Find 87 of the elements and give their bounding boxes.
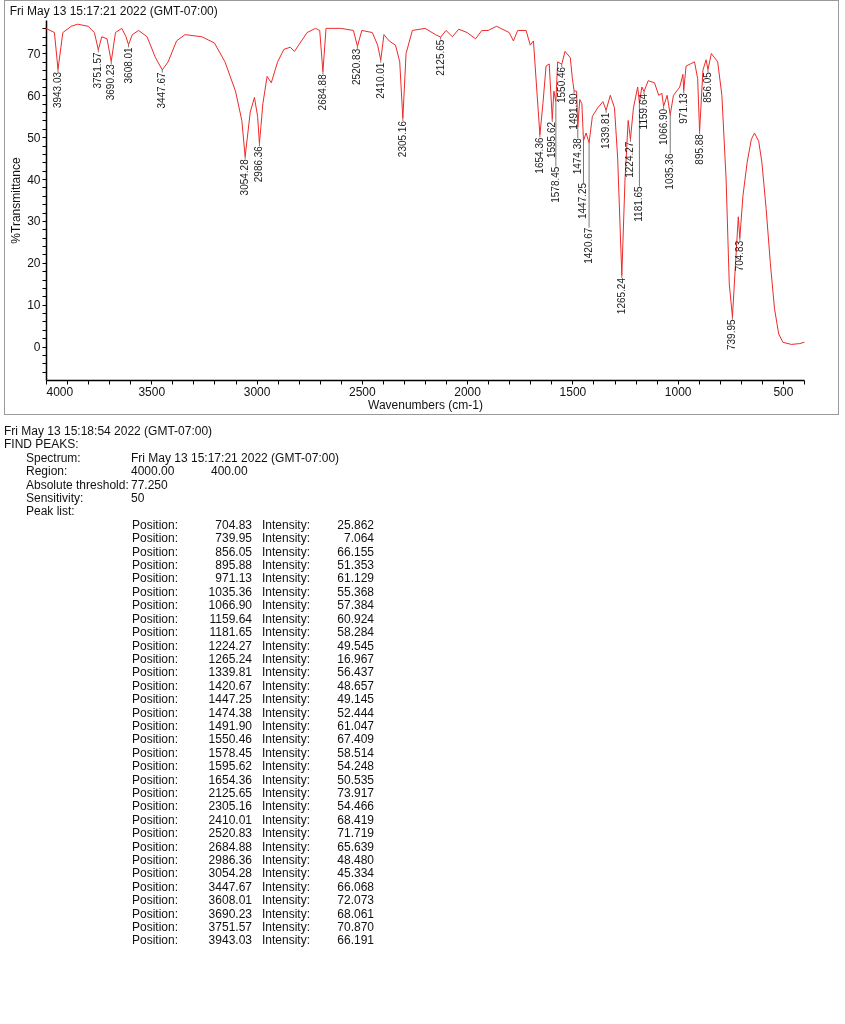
text: FIND PEAKS: — [4, 437, 80, 452]
text: Position: 2684.88 Intensity: 65.639 — [132, 839, 374, 854]
annotation: 3608.01 — [122, 46, 134, 84]
text: Position: 856.05 Intensity: 66.155 — [132, 544, 374, 559]
annotation: 3054.28 — [239, 158, 251, 196]
y-tick-label: 60 — [27, 88, 41, 103]
x-tick-label: 1500 — [559, 384, 587, 399]
annotation: 1066.90 — [657, 108, 669, 145]
annotation: 3943.03 — [52, 71, 63, 109]
text: Position: 704.83 Intensity: 25.862 — [132, 517, 374, 532]
text: Position: 895.88 Intensity: 51.353 — [132, 558, 374, 573]
text: Peak list: — [26, 504, 75, 519]
x-tick-label: 3000 — [243, 384, 271, 399]
annotation: 1339.81 — [600, 112, 612, 149]
annotation: 895.88 — [693, 133, 705, 165]
x-tick-label: 1000 — [664, 384, 692, 399]
text: Position: 1420.67 Intensity: 48.657 — [132, 678, 374, 693]
annotation: 2305.16 — [396, 120, 408, 158]
annotation: 1654.36 — [533, 137, 545, 174]
text: Position: 3608.01 Intensity: 72.073 — [132, 893, 374, 908]
text: Position: 1339.81 Intensity: 56.437 — [132, 665, 374, 680]
annotation: 2520.83 — [351, 48, 363, 85]
annotation: 856.05 — [701, 71, 713, 103]
annotation: 1159.64 — [638, 93, 650, 130]
y-tick-label: 20 — [27, 256, 41, 271]
text: Position: 1595.62 Intensity: 54.248 — [132, 759, 374, 774]
annotation: 1578.45 — [549, 166, 561, 203]
text: Position: 1066.90 Intensity: 57.384 — [132, 598, 374, 613]
y-tick-label: 10 — [27, 298, 41, 313]
text: Position: 3447.67 Intensity: 66.068 — [132, 879, 374, 894]
annotation: 739.95 — [726, 319, 738, 351]
text: Position: 3054.28 Intensity: 45.334 — [132, 866, 374, 881]
x-tick-label: 2500 — [348, 384, 376, 399]
text: Sensitivity: 50 — [26, 491, 145, 506]
text: Position: 739.95 Intensity: 7.064 — [132, 531, 374, 546]
x-tick-label: 500 — [773, 384, 794, 399]
text: Position: 1550.46 Intensity: 67.409 — [132, 732, 374, 747]
text: Position: 1181.65 Intensity: 58.284 — [132, 625, 374, 640]
text: Position: 2520.83 Intensity: 71.719 — [132, 826, 374, 841]
y-tick-label: 0 — [33, 340, 41, 355]
y-tick-label: 30 — [27, 214, 41, 229]
annotation: 1035.36 — [664, 153, 676, 190]
x-tick-label: 3500 — [138, 384, 166, 399]
text: Position: 2305.16 Intensity: 54.466 — [132, 799, 374, 814]
text: Position: 2410.01 Intensity: 68.419 — [132, 812, 374, 827]
annotation: 704.83 — [733, 240, 745, 272]
y-tick-label: 50 — [27, 130, 41, 145]
annotation: 3447.67 — [156, 72, 168, 109]
text: Position: 1578.45 Intensity: 58.514 — [132, 745, 374, 760]
annotation: 3690.23 — [105, 63, 117, 101]
annotation: 971.13 — [677, 92, 689, 124]
text: Position: 1159.64 Intensity: 60.924 — [132, 611, 374, 626]
text: Position: 2986.36 Intensity: 48.480 — [132, 853, 374, 867]
text: Position: 1654.36 Intensity: 50.535 — [132, 772, 374, 787]
text: Fri May 13 15:18:54 2022 (GMT-07:00) — [4, 424, 214, 439]
y-axis-title: %Transmittance — [9, 157, 24, 244]
text: Position: 3943.03 Intensity: 66.191 — [132, 933, 374, 948]
text: Position: 1224.27 Intensity: 49.545 — [132, 638, 374, 653]
annotation: 2125.65 — [434, 39, 446, 76]
text: Position: 971.13 Intensity: 61.129 — [132, 571, 374, 586]
annotation: 1474.38 — [571, 137, 583, 175]
text: Position: 1035.36 Intensity: 55.368 — [132, 584, 374, 599]
annotation: 2986.36 — [253, 145, 265, 183]
annotation: 1224.27 — [624, 141, 636, 178]
annotation: 1550.46 — [555, 66, 567, 103]
text: Position: 3690.23 Intensity: 68.061 — [132, 906, 374, 921]
text: Position: 1447.25 Intensity: 49.145 — [132, 692, 374, 707]
annotation: 2684.88 — [316, 73, 328, 111]
x-tick-label: 2000 — [454, 384, 482, 399]
annotation: 1420.67 — [583, 227, 595, 264]
annotation: 3751.57 — [92, 51, 104, 89]
y-tick-label: 70 — [27, 46, 41, 61]
annotation: 1265.24 — [615, 277, 627, 315]
annotation: 1491.90 — [568, 93, 580, 130]
text: Position: 1474.38 Intensity: 52.444 — [132, 705, 374, 720]
annotation: 2410.01 — [374, 62, 386, 99]
x-axis-title: Wavenumbers (cm-1) — [368, 397, 483, 412]
text: Region: 4000.00 400.00 — [26, 464, 248, 479]
y-tick-label: 40 — [27, 172, 41, 187]
chart-title: Fri May 13 15:17:21 2022 (GMT-07:00) — [9, 4, 218, 18]
annotation: 1447.25 — [577, 182, 589, 220]
x-tick-label: 4000 — [46, 384, 74, 399]
annotation: 1181.65 — [633, 185, 645, 222]
annotation: 1595.62 — [546, 121, 558, 159]
text: Spectrum: Fri May 13 15:17:21 2022 (GMT-07:00) — [26, 450, 340, 465]
text: Absolute threshold: 77.250 — [26, 477, 169, 493]
text: Position: 3751.57 Intensity: 70.870 — [132, 920, 374, 935]
